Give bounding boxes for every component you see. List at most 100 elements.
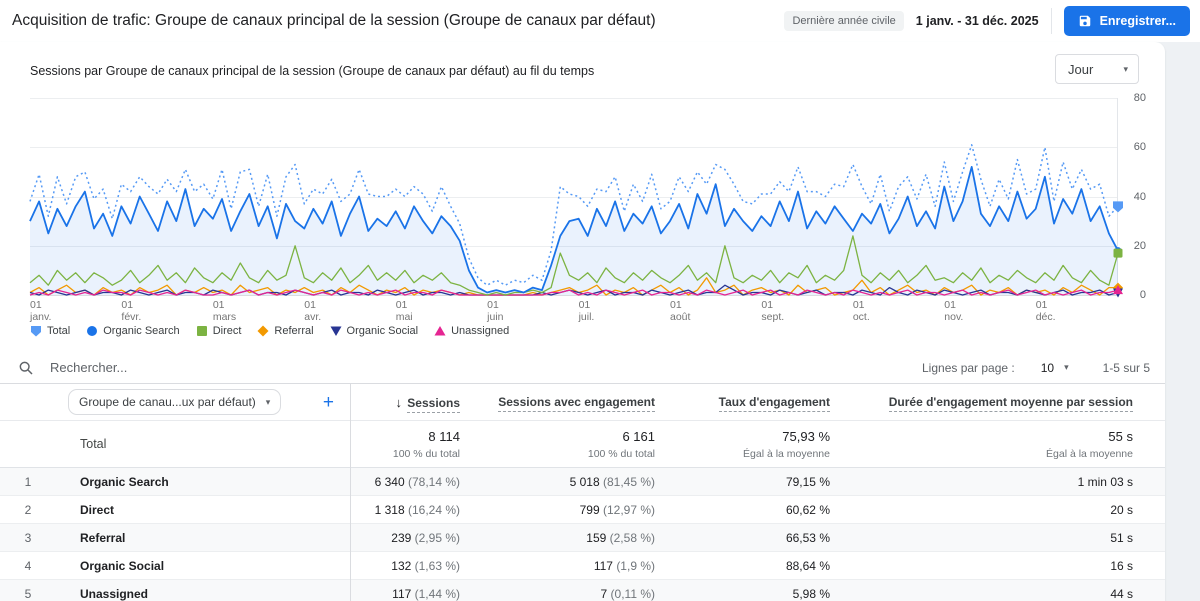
total-engaged-sessions: 6 161 100 % du total xyxy=(587,428,655,460)
avg-duration-cell: 16 s xyxy=(1110,558,1133,573)
total-engagement-rate: 75,93 % Égal à la moyenne xyxy=(743,428,830,460)
x-axis-tick: 01 avr. xyxy=(304,299,322,323)
avg-duration-cell: 20 s xyxy=(1110,502,1133,517)
x-axis-tick: 01 oct. xyxy=(852,299,870,323)
legend-item-organic-social[interactable]: Organic Social xyxy=(330,325,418,337)
table-column-divider xyxy=(350,384,351,601)
x-axis-tick: 01 août xyxy=(670,299,691,323)
square-icon xyxy=(196,325,208,337)
data-table: Lignes par page : 10 ▾ 1-5 sur 5 Groupe … xyxy=(0,352,1165,601)
report-header: Acquisition de trafic: Groupe de canaux … xyxy=(0,0,1200,42)
y-axis-label: 40 xyxy=(1133,190,1146,203)
total-label: Total xyxy=(80,437,107,451)
x-axis-tick: 01 mai xyxy=(395,299,413,323)
pagination-range: 1-5 sur 5 xyxy=(1102,360,1150,375)
table-toolbar: Lignes par page : 10 ▾ 1-5 sur 5 xyxy=(0,352,1165,384)
sessions-cell: 117 (1,44 %) xyxy=(392,586,460,601)
chart-title: Sessions par Groupe de canaux principal … xyxy=(30,64,595,78)
legend-label: Unassigned xyxy=(451,325,510,337)
chevron-down-icon: ▾ xyxy=(265,396,271,407)
time-series-chart xyxy=(29,98,1123,298)
table-row[interactable]: 2 Direct 1 318 (16,24 %) 799 (12,97 %) 60,62… xyxy=(0,496,1165,524)
x-axis-tick: 01 déc. xyxy=(1035,299,1056,323)
row-number: 3 xyxy=(24,530,32,545)
pentagon-icon xyxy=(30,325,42,337)
engaged-sessions-cell: 7 (0,11 %) xyxy=(600,586,655,601)
x-axis-tick: 01 nov. xyxy=(944,299,964,323)
chart-canvas[interactable] xyxy=(29,98,1123,298)
legend-label: Organic Search xyxy=(103,325,180,337)
sessions-cell: 6 340 (78,14 %) xyxy=(374,474,460,489)
column-header-avg-duration[interactable]: Durée d'engagement moyenne par session xyxy=(830,395,1133,412)
row-number: 1 xyxy=(24,474,32,489)
channel-name: Direct xyxy=(80,502,115,517)
legend-item-unassigned[interactable]: Unassigned xyxy=(434,325,509,337)
y-axis-label: 60 xyxy=(1133,141,1146,154)
table-row[interactable]: 5 Unassigned 117 (1,44 %) 7 (0,11 %) 5,98 % 4… xyxy=(0,580,1165,601)
x-axis-tick: 01 mars xyxy=(212,299,237,323)
save-button[interactable]: Enregistrer... xyxy=(1063,6,1190,36)
chevron-down-icon: ▾ xyxy=(1123,63,1128,74)
x-axis-tick: 01 janv. xyxy=(30,299,52,323)
legend-label: Total xyxy=(47,325,71,337)
y-axis: 0 20 40 60 80 xyxy=(1124,92,1146,301)
sort-descending-icon: ↓ xyxy=(395,394,402,410)
chart-legend: Total Organic Search Direct Referral Organic… xyxy=(30,325,509,337)
engaged-sessions-cell: 159 (2,58 %) xyxy=(586,530,655,545)
triangle-down-icon xyxy=(330,325,342,337)
total-sessions: 8 114 100 % du total xyxy=(392,428,460,460)
channel-name: Unassigned xyxy=(80,586,149,601)
column-header-engagement-rate[interactable]: Taux d'engagement xyxy=(655,395,830,412)
legend-item-organic-search[interactable]: Organic Search xyxy=(86,325,180,337)
sessions-cell: 1 318 (16,24 %) xyxy=(374,502,460,517)
report-card: Sessions par Groupe de canaux principal … xyxy=(0,42,1165,601)
search-icon[interactable] xyxy=(18,360,34,376)
triangle-up-icon xyxy=(434,325,446,337)
channel-name: Referral xyxy=(80,530,126,545)
row-number: 5 xyxy=(24,586,32,601)
chevron-down-icon[interactable]: ▾ xyxy=(1064,362,1069,372)
column-header-engaged-sessions[interactable]: Sessions avec engagement xyxy=(460,395,655,412)
save-icon xyxy=(1078,14,1092,28)
channel-name: Organic Search xyxy=(80,474,169,489)
search-input[interactable] xyxy=(48,359,372,376)
column-header-sessions[interactable]: ↓ Sessions xyxy=(350,394,460,413)
x-axis-tick: 01 sept. xyxy=(761,299,785,323)
engaged-sessions-cell: 117 (1,9 %) xyxy=(593,558,655,573)
x-axis-tick: 01 juil. xyxy=(578,299,595,323)
total-avg-duration: 55 s Égal à la moyenne xyxy=(1046,428,1133,460)
table-body: 1 Organic Search 6 340 (78,14 %) 5 018 (81,… xyxy=(0,468,1165,601)
avg-duration-cell: 1 min 03 s xyxy=(1077,474,1133,489)
engagement-rate-cell: 88,64 % xyxy=(785,558,830,573)
row-number: 4 xyxy=(24,558,32,573)
table-total-row: Total 8 114 100 % du total 6 161 100 % d… xyxy=(0,421,1165,468)
date-preset-chip[interactable]: Dernière année civile xyxy=(784,11,904,31)
legend-item-direct[interactable]: Direct xyxy=(196,325,242,337)
interval-select[interactable]: Jour ▾ xyxy=(1055,54,1139,84)
diamond-icon xyxy=(257,325,269,337)
sessions-cell: 239 (2,95 %) xyxy=(391,530,460,545)
engaged-sessions-cell: 799 (12,97 %) xyxy=(579,502,655,517)
table-row[interactable]: 3 Referral 239 (2,95 %) 159 (2,58 %) 66,53 %… xyxy=(0,524,1165,552)
engaged-sessions-cell: 5 018 (81,45 %) xyxy=(569,474,655,489)
legend-item-total[interactable]: Total xyxy=(30,325,70,337)
circle-icon xyxy=(86,325,98,337)
dimension-selector[interactable]: Groupe de canau...ux par défaut) ▾ xyxy=(68,389,282,415)
engagement-rate-cell: 5,98 % xyxy=(792,586,830,601)
legend-label: Direct xyxy=(212,325,242,337)
avg-duration-cell: 44 s xyxy=(1110,586,1133,601)
y-axis-label: 80 xyxy=(1133,92,1146,104)
y-axis-label: 0 xyxy=(1139,289,1146,301)
y-axis-label: 20 xyxy=(1133,239,1146,252)
rows-per-page-label: Lignes par page : xyxy=(922,360,1015,375)
table-row[interactable]: 1 Organic Search 6 340 (78,14 %) 5 018 (81,… xyxy=(0,468,1165,496)
legend-label: Referral xyxy=(274,325,314,337)
date-range[interactable]: 1 janv. - 31 déc. 2025 xyxy=(915,14,1039,28)
rows-per-page-value[interactable]: 10 xyxy=(1040,360,1055,375)
sessions-cell: 132 (1,63 %) xyxy=(391,558,460,573)
legend-item-referral[interactable]: Referral xyxy=(257,325,314,337)
engagement-rate-cell: 66,53 % xyxy=(785,530,830,545)
table-row[interactable]: 4 Organic Social 132 (1,63 %) 117 (1,9 %) 88… xyxy=(0,552,1165,580)
x-axis: 01 janv. 01 févr. 01 mars 01 avr. 01 mai 01 juin 01 j… xyxy=(30,299,1118,325)
add-dimension-button[interactable]: + xyxy=(322,391,334,413)
